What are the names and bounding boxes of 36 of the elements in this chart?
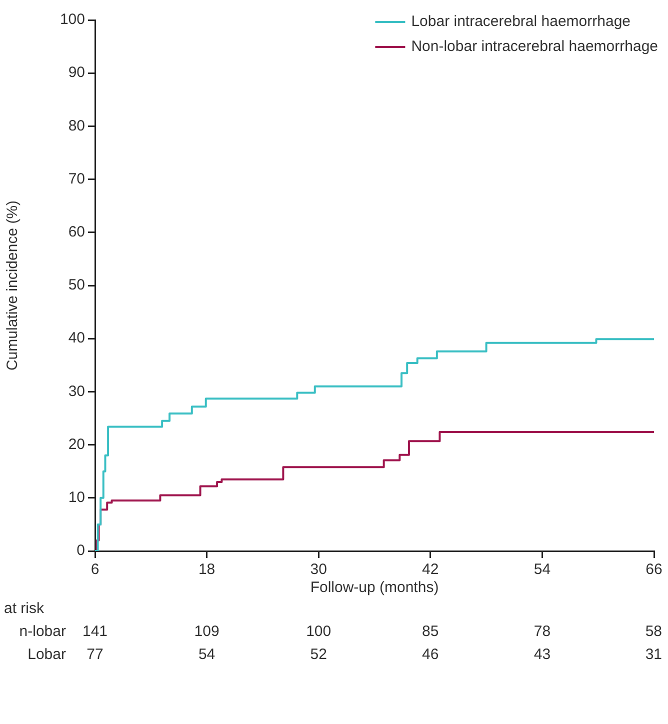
text: 31 [645, 646, 662, 664]
y-tick-label: 50 [68, 276, 85, 294]
text: 77 [86, 646, 104, 664]
x-tick-label: 6 [90, 561, 100, 578]
y-tick-label: 60 [68, 224, 85, 241]
text: 100 [306, 623, 332, 640]
y-tick-label: 90 [68, 64, 85, 82]
x-tick-label: 66 [646, 561, 662, 578]
text: Lobar [28, 646, 66, 664]
y-tick-label: 100 [60, 11, 85, 28]
y-tick-label: 10 [68, 489, 85, 506]
legend-label: Non-lobar intracerebral haemorrhage [411, 38, 658, 56]
x-tick-label: 42 [422, 561, 439, 578]
text: 85 [422, 623, 439, 640]
x-axis-title: Follow-up (months) [310, 579, 439, 596]
text: 46 [422, 646, 439, 664]
text: 109 [194, 623, 220, 640]
x-tick-label: 18 [198, 561, 216, 578]
text: 54 [198, 646, 216, 664]
y-tick-label: 0 [76, 542, 85, 560]
y-tick-label: 40 [68, 330, 85, 347]
y-tick-label: 70 [68, 170, 85, 188]
text: n-lobar [19, 623, 66, 640]
x-tick-label: 30 [310, 561, 327, 578]
x-tick-label: 54 [534, 561, 551, 578]
text: 43 [534, 646, 551, 664]
text: 52 [310, 646, 327, 664]
y-axis-title: Cumulative incidence (%) [4, 200, 22, 371]
text: 78 [534, 623, 551, 640]
y-tick-label: 80 [68, 117, 85, 134]
y-tick-label: 30 [68, 382, 85, 400]
text: 58 [645, 623, 662, 640]
text: at risk [4, 600, 45, 618]
text: 141 [82, 623, 108, 640]
y-tick-label: 20 [68, 436, 85, 453]
legend-label: Lobar intracerebral haemorrhage [411, 13, 630, 30]
